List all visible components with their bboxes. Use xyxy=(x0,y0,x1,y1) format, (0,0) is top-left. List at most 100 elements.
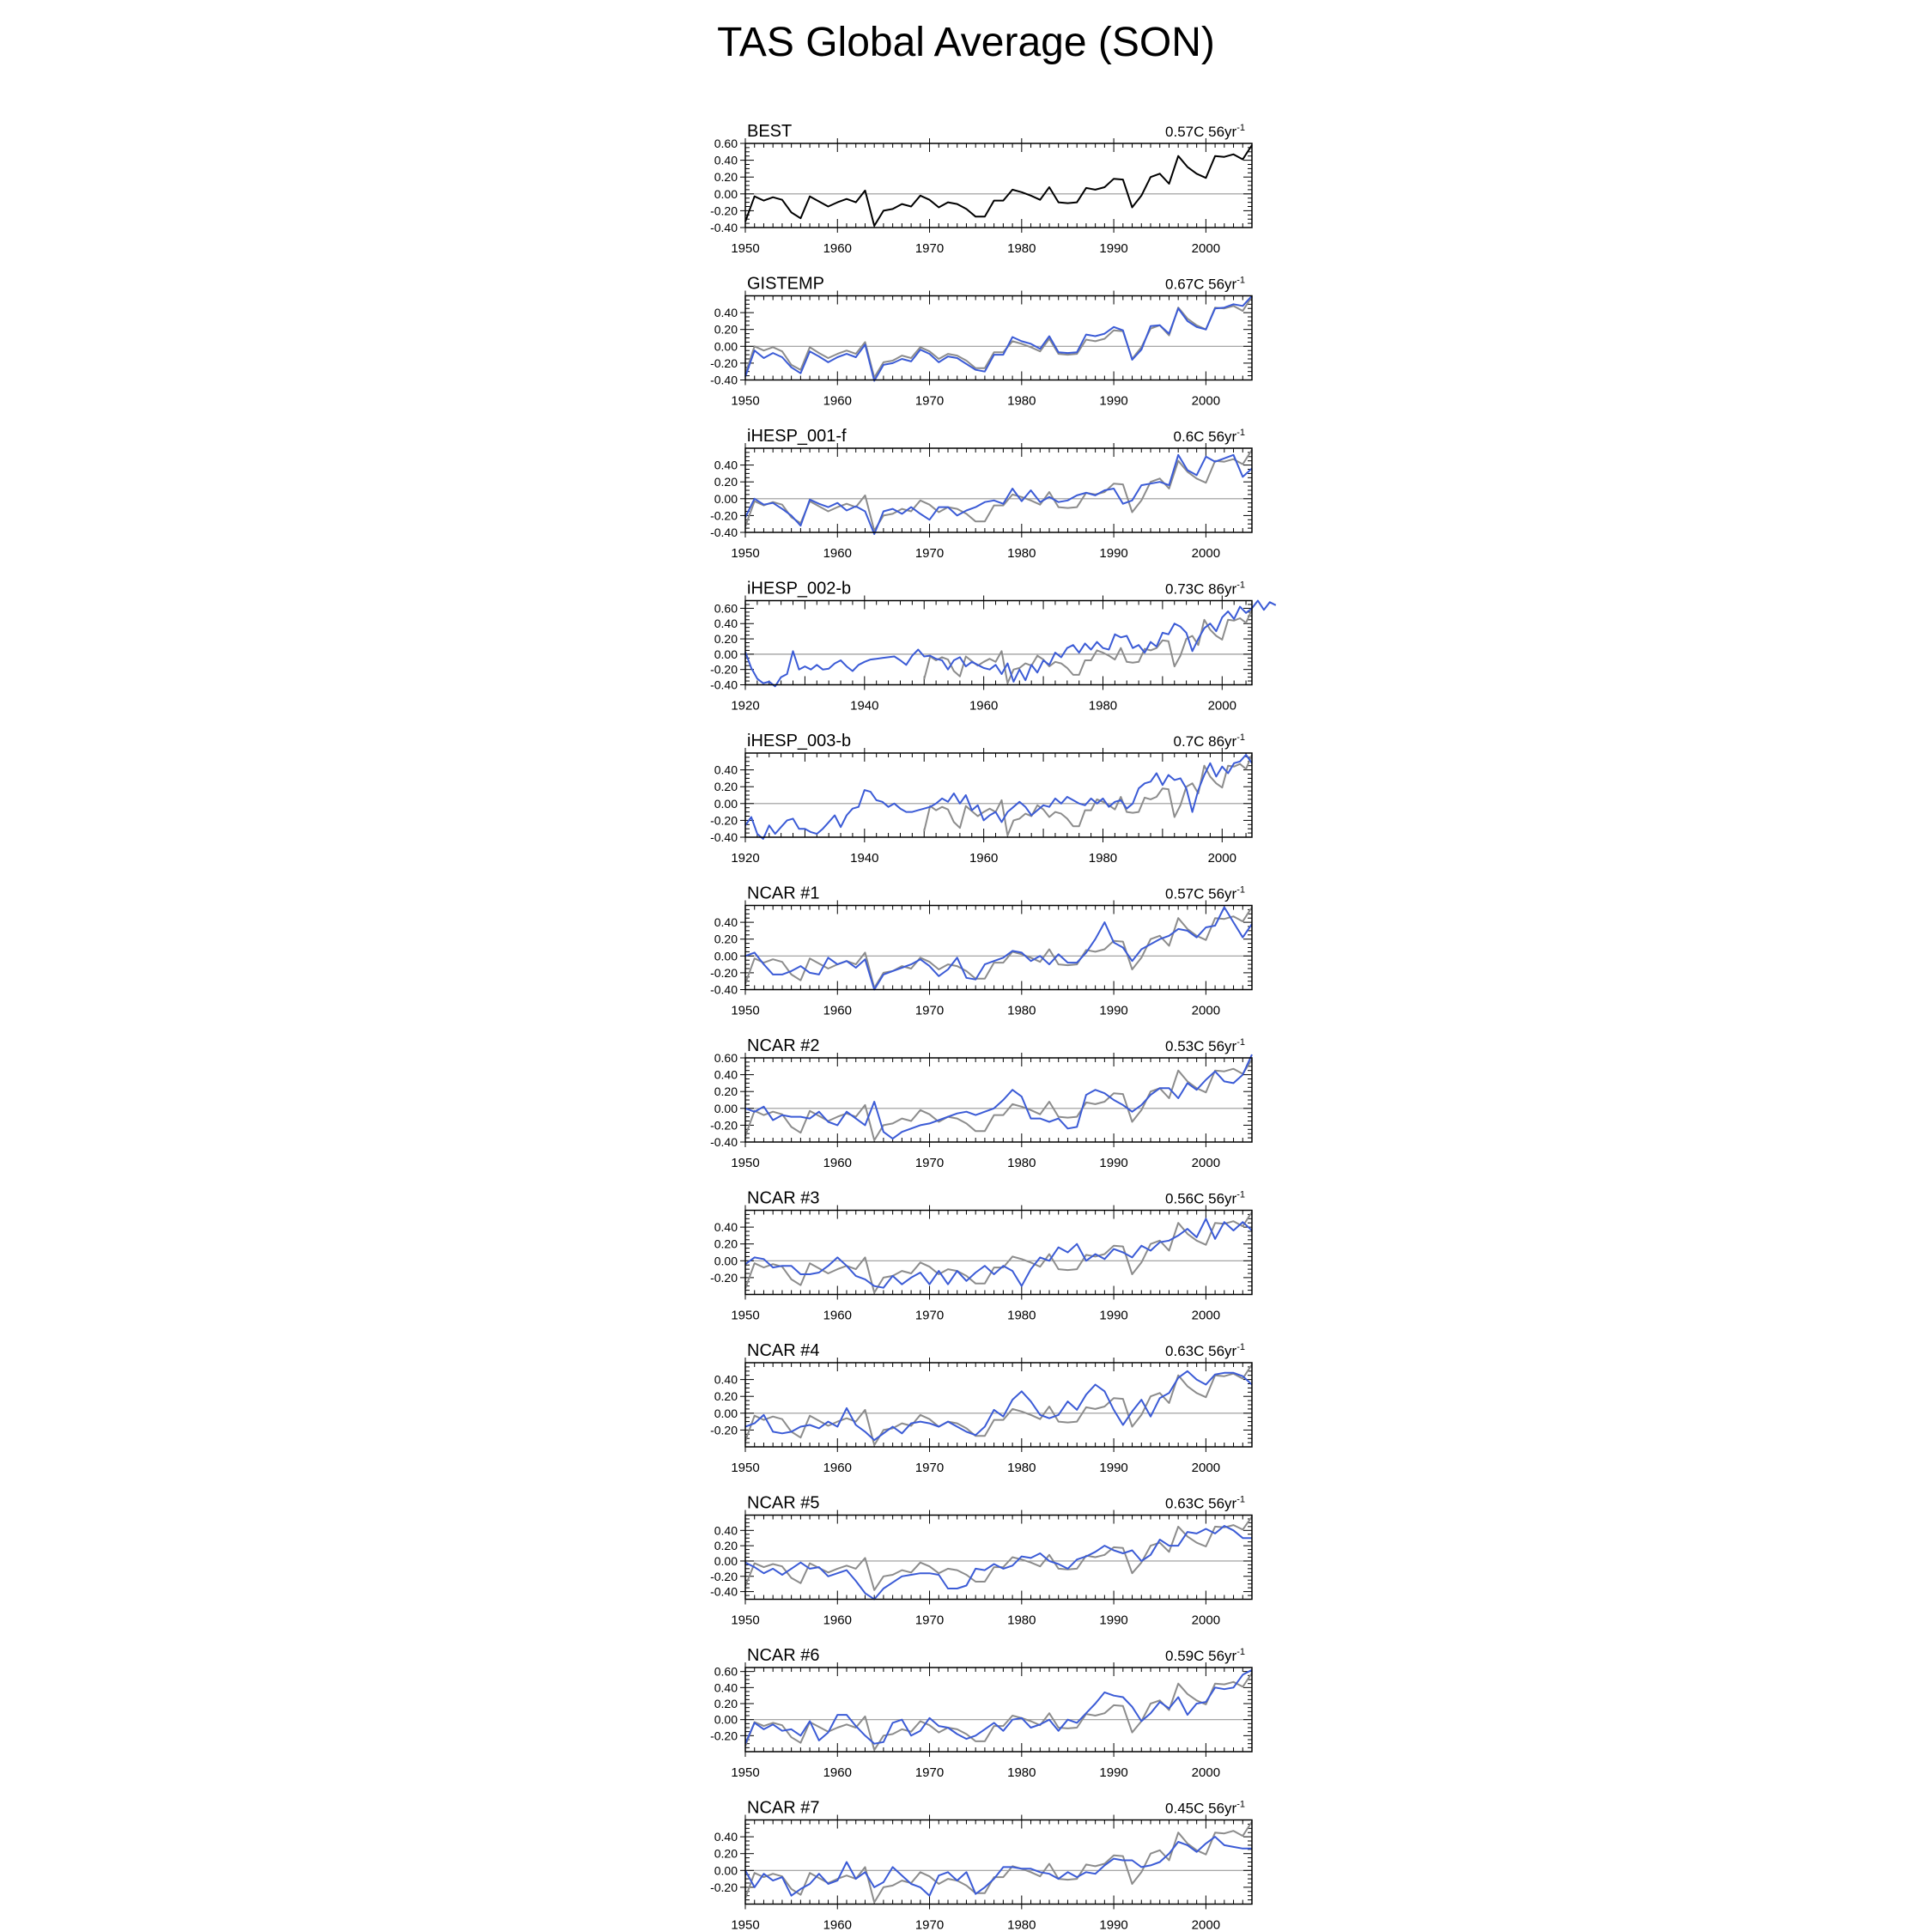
series-line-model xyxy=(744,1525,1252,1601)
series-line-observed xyxy=(744,1059,1253,1141)
x-tick-label: 1980 xyxy=(1007,1461,1036,1475)
panel-title: iHESP_002-b xyxy=(747,580,851,598)
x-tick-label: 1960 xyxy=(823,1004,852,1018)
y-tick-label: 0.20 xyxy=(714,1697,738,1710)
y-tick-label: 0.40 xyxy=(714,1680,738,1694)
trend-label: 0.56C 56yr-1 xyxy=(1165,1190,1245,1207)
series-line-model xyxy=(744,1836,1252,1897)
y-tick-label: 0.60 xyxy=(714,601,738,615)
x-tick-label: 1980 xyxy=(1089,851,1117,866)
y-tick-label: 0.00 xyxy=(714,647,738,661)
y-tick-label: 0.20 xyxy=(714,632,738,646)
panel-title: GISTEMP xyxy=(747,275,824,294)
x-tick-label: 1970 xyxy=(915,1918,944,1932)
panel-title: NCAR #5 xyxy=(747,1494,819,1513)
y-tick-label: 0.00 xyxy=(714,949,738,963)
x-tick-label: 1920 xyxy=(731,699,759,714)
x-tick-label: 1960 xyxy=(823,1461,852,1475)
trend-superscript: -1 xyxy=(1236,1342,1245,1352)
x-tick-label: 1950 xyxy=(731,1156,759,1170)
x-tick-label: 1990 xyxy=(1099,1613,1127,1628)
x-tick-label: 2000 xyxy=(1192,1918,1220,1932)
y-tick-label: 0.00 xyxy=(714,1863,738,1877)
x-tick-label: 2000 xyxy=(1192,1309,1220,1323)
x-tick-label: 1970 xyxy=(915,1004,944,1018)
series-line-model xyxy=(744,754,1253,840)
y-tick-label: 0.60 xyxy=(714,137,738,150)
series-line-model xyxy=(744,1370,1253,1442)
panel-title: NCAR #3 xyxy=(747,1189,819,1208)
panel-title: NCAR #2 xyxy=(747,1036,819,1055)
panel-title: iHESP_003-b xyxy=(747,732,851,750)
x-tick-label: 1920 xyxy=(731,851,759,866)
y-tick-label: -0.20 xyxy=(710,356,738,370)
panel-title: NCAR #4 xyxy=(747,1341,819,1360)
x-tick-label: 1950 xyxy=(731,1461,759,1475)
x-tick-label: 1990 xyxy=(1099,546,1127,561)
y-tick-label: 0.40 xyxy=(714,1523,738,1537)
trend-superscript: -1 xyxy=(1236,1190,1245,1200)
x-tick-label: 1950 xyxy=(731,1918,759,1932)
y-tick-label: 0.40 xyxy=(714,617,738,630)
panel-12: NCAR #7 0.45C 56yr-1 0.40 0.20 0.00 -0.20 1950… xyxy=(710,1799,1253,1932)
y-tick-label: -0.20 xyxy=(710,663,738,677)
panel-5: iHESP_003-b 0.7C 86yr-1 0.40 0.20 0.00 -0.20 -… xyxy=(710,732,1253,866)
x-tick-label: 1940 xyxy=(850,699,878,714)
y-tick-label: -0.20 xyxy=(710,1118,738,1132)
y-tick-label: -0.40 xyxy=(710,678,738,692)
x-tick-label: 2000 xyxy=(1192,1765,1220,1780)
y-tick-label: -0.20 xyxy=(710,204,738,217)
x-tick-label: 1950 xyxy=(731,241,759,256)
panel-4: iHESP_002-b 0.73C 86yr-1 0.60 0.40 0.200.00 -… xyxy=(710,580,1277,714)
panel-3: iHESP_001-f 0.6C 56yr-1 0.40 0.20 0.00 -0.20 -… xyxy=(710,427,1253,561)
y-tick-label: 0.40 xyxy=(714,763,738,777)
y-tick-label: 0.40 xyxy=(714,1068,738,1082)
y-tick-label: 0.20 xyxy=(714,475,738,489)
trend-label: 0.7C 86yr-1 xyxy=(1174,732,1245,750)
y-tick-label: 0.60 xyxy=(714,1051,738,1065)
y-tick-label: -0.40 xyxy=(710,983,738,997)
x-tick-label: 1990 xyxy=(1099,1461,1127,1475)
panel-7: NCAR #2 0.53C 56yr-1 0.60 0.40 0.20 0.00 -0.20… xyxy=(710,1036,1253,1170)
x-tick-label: 1950 xyxy=(731,1004,759,1018)
x-tick-label: 2000 xyxy=(1208,851,1236,866)
plot-frame xyxy=(744,1819,1253,1905)
y-tick-label: 0.00 xyxy=(714,1254,738,1267)
x-tick-label: 1980 xyxy=(1007,241,1036,256)
x-tick-label: 2000 xyxy=(1192,1004,1220,1018)
panel-title: NCAR #6 xyxy=(747,1646,819,1665)
x-tick-label: 1950 xyxy=(731,546,759,561)
series-line-model xyxy=(744,295,1253,382)
panel-6: NCAR #1 0.57C 56yr-1 0.40 0.20 0.00 -0.20 -0.4… xyxy=(710,884,1253,1018)
y-tick-label: 0.20 xyxy=(714,1847,738,1861)
y-tick-label: -0.40 xyxy=(710,374,738,387)
y-tick-label: 0.40 xyxy=(714,306,738,319)
y-tick-label: -0.20 xyxy=(710,1728,738,1742)
panel-9: NCAR #4 0.63C 56yr-1 0.40 0.20 0.00 -0.20 1950… xyxy=(710,1341,1253,1475)
plot-frame xyxy=(744,1209,1253,1296)
x-tick-label: 1980 xyxy=(1007,1156,1036,1170)
trend-superscript: -1 xyxy=(1236,732,1245,743)
x-tick-label: 1990 xyxy=(1099,1156,1127,1170)
panel-title: NCAR #7 xyxy=(747,1799,819,1818)
plot-frame xyxy=(744,447,1253,533)
trend-superscript: -1 xyxy=(1236,1037,1245,1048)
x-tick-label: 1950 xyxy=(731,1309,759,1323)
series-line-model xyxy=(744,453,1253,535)
y-tick-label: 0.00 xyxy=(714,1554,738,1568)
y-tick-label: 0.20 xyxy=(714,1539,738,1552)
series-line-observed xyxy=(744,1364,1253,1446)
panel-8: NCAR #3 0.56C 56yr-1 0.40 0.20 0.00 -0.20 1950… xyxy=(710,1189,1253,1323)
y-tick-label: 0.00 xyxy=(714,1102,738,1115)
x-tick-label: 1960 xyxy=(823,1309,852,1323)
x-tick-label: 1990 xyxy=(1099,1765,1127,1780)
plot-frame xyxy=(744,1667,1253,1753)
series-line-model xyxy=(744,599,1277,688)
series-line-model xyxy=(744,906,1253,991)
panel-10: NCAR #5 0.63C 56yr-1 0.40 0.20 0.00 -0.20 -0.4… xyxy=(710,1494,1253,1628)
trend-superscript: -1 xyxy=(1236,428,1245,438)
y-tick-label: -0.40 xyxy=(710,830,738,844)
x-tick-label: 1970 xyxy=(915,1461,944,1475)
x-tick-label: 1950 xyxy=(731,1613,759,1628)
